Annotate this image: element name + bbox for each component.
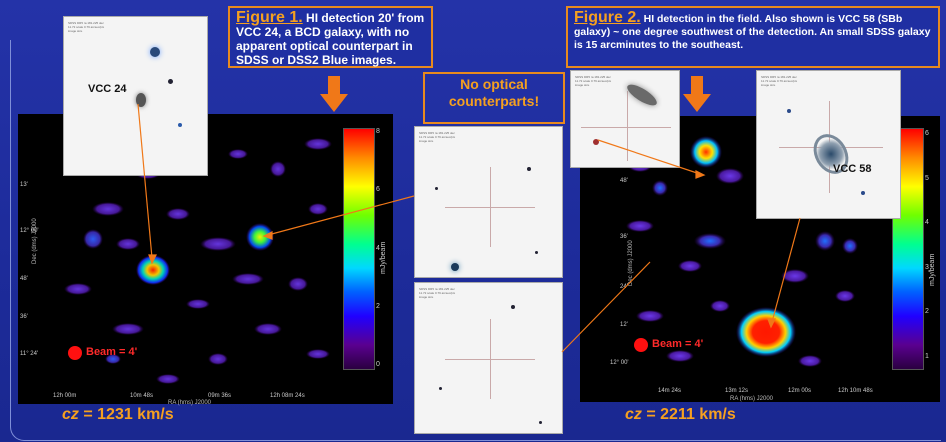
cb-tick: 6 — [925, 130, 929, 137]
dec-tick: 48' — [20, 276, 28, 282]
sdss-thumbnail-top: SDSS DR5 ra 181.225 dec 11.72 scale 0.79… — [414, 126, 563, 278]
ra-axis-label: RA (hms) J2000 — [168, 400, 212, 406]
cz-prefix: cz — [625, 406, 642, 423]
figure1-label: Figure 1. — [236, 9, 303, 26]
dec-tick: 12° 00' — [610, 360, 629, 366]
cb-tick: 3 — [925, 263, 929, 271]
thumb-header: SDSS DR5 ra 181.225 dec 11.72 scale 0.79… — [575, 75, 612, 87]
no-optical-callout: No optical counterparts! — [423, 72, 565, 124]
colorbar2-label: mJy/beam — [929, 253, 936, 286]
star-icon — [451, 263, 459, 271]
star-icon — [178, 123, 182, 127]
colorbar1-label: mJy/beam — [380, 241, 387, 274]
dec-axis-label: Dec (dms) J2000 — [628, 240, 634, 286]
crosshair-v — [490, 167, 491, 247]
star-icon — [535, 251, 538, 254]
ra-tick: 10m 48s — [130, 393, 154, 399]
vcc24-label: VCC 24 — [88, 83, 127, 95]
slide-frame — [10, 40, 941, 441]
dec-tick: 11° 24' — [20, 351, 39, 357]
dec-tick: 36' — [20, 314, 28, 320]
figure1-text: HI detection 20' from VCC 24, a BCD gala… — [236, 11, 425, 67]
star-icon — [593, 139, 599, 145]
vcc58-thumbnail: SDSS DR5 ra 181.225 dec 11.72 scale 0.79… — [756, 70, 901, 219]
dec-tick: 13' — [20, 182, 28, 188]
thumb-header: SDSS DR5 ra 181.225 dec 11.72 scale 0.79… — [419, 131, 456, 143]
thumb-header: SDSS DR5 ra 181.225 dec 11.72 scale 0.79… — [68, 21, 105, 33]
callout-line2: counterparts! — [448, 93, 540, 109]
ra-tick: 12h 10m 48s — [838, 388, 873, 394]
thumb-header: SDSS DR5 ra 181.225 dec 11.72 scale 0.79… — [761, 75, 798, 87]
cb-tick: 2 — [925, 308, 929, 316]
beam-marker — [68, 346, 82, 360]
callout-line1: No optical — [460, 76, 528, 92]
cz-value: = 1231 km/s — [78, 406, 174, 423]
ra-axis-label: RA (hms) J2000 — [730, 396, 774, 402]
galaxy-icon — [624, 80, 660, 110]
beam-label: Beam = 4' — [86, 346, 138, 358]
figure2-caption: Figure 2. HI detection in the field. Als… — [566, 6, 940, 68]
cb-tick: 5 — [925, 174, 929, 182]
colorbar-1 — [343, 128, 375, 370]
ra-tick: 12h 08m 24s — [270, 393, 305, 399]
sdss-thumbnail-bottom: SDSS DR5 ra 181.225 dec 11.72 scale 0.79… — [414, 282, 563, 434]
star-icon — [511, 305, 515, 309]
vcc24-thumbnail: SDSS DR5 ra 181.225 dec 11.72 scale 0.79… — [63, 16, 208, 176]
dec-tick: 48' — [620, 178, 628, 184]
cb-tick: 6 — [376, 186, 380, 194]
crosshair-v — [627, 91, 628, 161]
crosshair-v — [490, 319, 491, 399]
vcc58-label: VCC 58 — [833, 163, 872, 175]
figure1-caption: Figure 1. HI detection 20' from VCC 24, … — [228, 6, 433, 68]
star-icon — [787, 109, 791, 113]
ra-tick: 09m 36s — [208, 393, 232, 399]
star-icon — [861, 191, 865, 195]
down-arrow-icon — [683, 76, 711, 114]
colorbar1-ticks: 8 6 4 2 0 — [376, 128, 380, 368]
crosshair-h — [581, 127, 671, 128]
galaxy-icon — [136, 93, 146, 107]
ra-tick: 12m 00s — [788, 388, 812, 394]
star-icon — [435, 187, 438, 190]
star-icon — [527, 167, 531, 171]
star-icon — [539, 421, 542, 424]
dec-tick: 12° 00' — [20, 228, 39, 234]
cb-tick: 2 — [376, 302, 380, 310]
dec-tick: 24' — [620, 284, 628, 290]
cz-value: = 2211 km/s — [641, 406, 736, 423]
figure2-label: Figure 2. — [574, 9, 641, 26]
beam-marker — [634, 338, 648, 352]
cb-tick: 8 — [376, 128, 380, 135]
figure2-text: HI detection in the field. Also shown is… — [574, 13, 931, 51]
beam-label: Beam = 4' — [652, 338, 704, 350]
thumb-header: SDSS DR5 ra 181.225 dec 11.72 scale 0.79… — [419, 287, 456, 299]
ra-tick: 14m 24s — [658, 388, 682, 394]
ra-tick: 12h 00m — [53, 393, 77, 399]
star-icon — [439, 387, 442, 390]
colorbar2-ticks: 6 5 4 3 2 1 — [925, 130, 929, 360]
cb-tick: 4 — [376, 244, 380, 252]
dec-tick: 36' — [620, 234, 628, 240]
down-arrow-icon — [320, 76, 348, 114]
cb-tick: 0 — [376, 361, 380, 368]
sdss-galaxy-thumbnail: SDSS DR5 ra 181.225 dec 11.72 scale 0.79… — [570, 70, 680, 168]
cb-tick: 1 — [925, 352, 929, 360]
ra-tick: 13m 12s — [725, 388, 749, 394]
dec-axis-label: Dec (dms) J2000 — [32, 218, 38, 264]
star-icon — [168, 79, 173, 84]
cz-prefix: cz — [62, 406, 79, 423]
cz-label-1: cz = 1231 km/s — [62, 406, 174, 424]
star-icon — [150, 47, 160, 57]
cz-label-2: cz = 2211 km/s — [625, 406, 736, 424]
cb-tick: 4 — [925, 219, 929, 227]
dec-tick: 12' — [620, 322, 628, 328]
